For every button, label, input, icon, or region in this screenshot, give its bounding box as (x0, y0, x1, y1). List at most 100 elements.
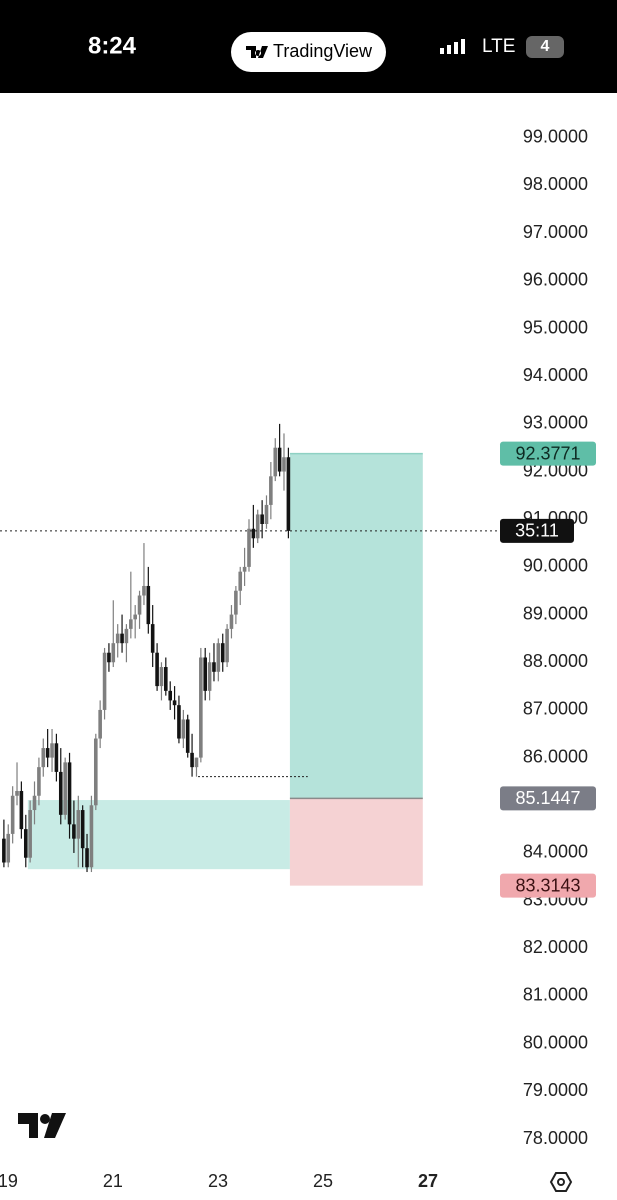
target-label: 92.3771 (515, 443, 580, 463)
y-tick-label: 99.0000 (523, 127, 588, 147)
candle-body (277, 447, 282, 472)
y-tick-label: 93.0000 (523, 413, 588, 433)
candle-body (107, 652, 111, 663)
battery (526, 36, 564, 58)
y-tick-label: 96.0000 (523, 270, 588, 290)
candle-body (98, 709, 102, 739)
candle-body (2, 838, 6, 863)
x-tick-label: 23 (208, 1171, 228, 1191)
candle-body (28, 810, 32, 858)
countdown-box (500, 518, 574, 543)
candle-body (234, 590, 238, 615)
y-tick-label: 86.0000 (523, 746, 588, 766)
y-tick-label: 95.0000 (523, 317, 588, 337)
y-tick-label: 87.0000 (523, 699, 588, 719)
candle-body (111, 643, 116, 663)
candle-body (32, 795, 37, 811)
stop-label: 83.3143 (515, 875, 580, 895)
countdown: 35:11 (515, 521, 559, 541)
demand-zone (27, 800, 290, 870)
candle-body (50, 743, 54, 758)
app-logo (246, 46, 268, 58)
stop-label-box (500, 873, 596, 898)
y-tick-label: 89.0000 (523, 603, 588, 623)
candle-body (72, 824, 76, 839)
candle-body (220, 643, 225, 663)
candle-body (247, 528, 251, 567)
candle-body (207, 662, 212, 691)
candle-body (216, 643, 221, 672)
candle-body (80, 810, 85, 849)
candle-body (255, 514, 260, 539)
candle-body (150, 624, 155, 653)
x-tick-label: 25 (313, 1171, 333, 1191)
candle-body (159, 667, 164, 687)
candle-body (15, 790, 19, 796)
candle-body (54, 743, 59, 772)
candle-body (185, 719, 190, 753)
candle-body (115, 633, 120, 644)
candle-body (142, 585, 146, 596)
settings-icon[interactable] (549, 1172, 573, 1192)
candle-body (102, 652, 107, 710)
y-tick-label: 81.0000 (523, 985, 588, 1005)
entry-label-box (500, 786, 596, 811)
y-tick-label: 80.0000 (523, 1032, 588, 1052)
plot (2, 423, 423, 886)
candle-body (251, 528, 256, 539)
candle-body (146, 585, 151, 625)
y-tick-label: 90.0000 (523, 556, 588, 576)
y-tick-label: 78.0000 (523, 1128, 588, 1148)
candle-body (238, 571, 243, 591)
candle-body (269, 476, 273, 505)
candle-body (212, 662, 216, 672)
candle-body (181, 719, 186, 739)
target-zone (289, 453, 423, 799)
x-tick-label: 19 (0, 1171, 18, 1191)
candle-body (199, 657, 203, 758)
candle-body (194, 757, 199, 768)
candle-body (93, 738, 98, 806)
candle-body (203, 657, 207, 691)
entry-label: 85.1447 (515, 788, 580, 808)
candle-body (229, 614, 234, 629)
candle-body (37, 767, 41, 796)
x-tick-label: 27 (418, 1171, 438, 1191)
candle-body (19, 790, 24, 830)
candle-body (10, 795, 15, 834)
candle-body (260, 514, 264, 524)
candle-body (155, 652, 159, 687)
battery-level: 4 (541, 38, 550, 55)
signal (440, 39, 465, 54)
x-tick-label: 21 (103, 1171, 123, 1191)
candle-body (282, 457, 286, 472)
y-tick-label: 94.0000 (523, 365, 588, 385)
candle-body (120, 633, 124, 644)
app-name: TradingView (273, 41, 373, 61)
y-tick-label: 88.0000 (523, 651, 588, 671)
clock: 8:24 (88, 32, 137, 59)
candle-body (6, 833, 11, 863)
candle-body (168, 690, 173, 701)
candle-body (177, 705, 181, 739)
candle-body (67, 762, 72, 825)
candle-body (137, 595, 142, 615)
candle-body (133, 614, 137, 620)
y-tick-label: 79.0000 (523, 1080, 588, 1100)
candle-body (190, 752, 194, 768)
app-pill[interactable] (231, 32, 386, 72)
target-label-box (500, 441, 596, 466)
watermark-logo (18, 1113, 66, 1138)
candle-body (85, 848, 89, 868)
candle-body (58, 771, 63, 815)
candle-body (63, 762, 67, 815)
network: LTE (482, 36, 515, 57)
candle-body (23, 829, 28, 858)
y-tick-label: 84.0000 (523, 842, 588, 862)
candle-body (45, 748, 50, 758)
y-tick-label: 98.0000 (523, 174, 588, 194)
candle-body (264, 504, 269, 524)
candle-body (89, 805, 94, 868)
candle-body (286, 457, 291, 531)
